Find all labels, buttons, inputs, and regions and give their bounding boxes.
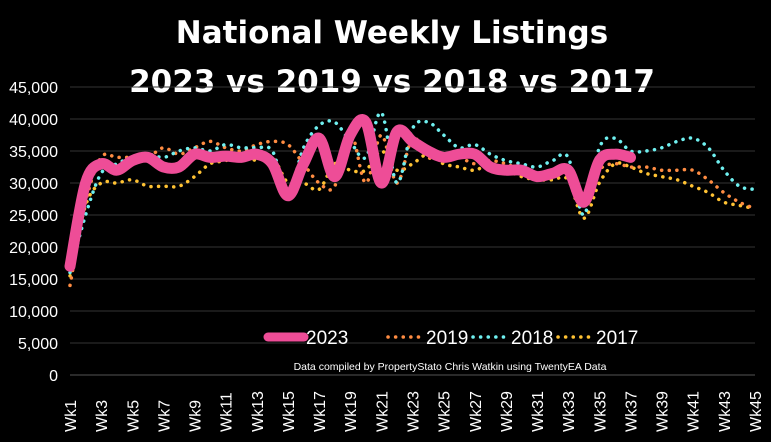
- series-line-2023: [64, 114, 636, 272]
- series-lines: [64, 110, 757, 288]
- y-tick-label: 40,000: [9, 112, 58, 129]
- x-tick-label: Wk35: [592, 391, 609, 432]
- source-note: Data compiled by PropertyStato Chris Wat…: [294, 361, 607, 373]
- x-axis-ticks: Wk1 Wk3 Wk5 Wk7 Wk9 Wk11 Wk13 Wk15 Wk17 Wk19 Wk21 W…: [63, 391, 765, 432]
- x-tick-label: Wk33: [561, 391, 578, 432]
- series-line-2019: [68, 130, 757, 288]
- y-tick-label: 5,000: [18, 336, 58, 353]
- y-tick-label: 15,000: [9, 272, 58, 289]
- legend-label-2019: 2019: [426, 328, 468, 349]
- x-tick-label: Wk29: [499, 391, 516, 432]
- x-tick-label: Wk3: [94, 400, 111, 432]
- x-tick-label: Wk39: [655, 391, 672, 432]
- x-tick-label: Wk5: [125, 400, 142, 432]
- series-line-2017: [68, 149, 757, 278]
- x-tick-label: Wk7: [156, 400, 173, 432]
- legend: 2023 2019 2018 2017: [263, 328, 638, 349]
- y-tick-label: 45,000: [9, 80, 58, 97]
- x-tick-label: Wk27: [468, 391, 485, 432]
- legend-label-2017: 2017: [596, 328, 638, 349]
- y-tick-label: 30,000: [9, 176, 58, 193]
- x-tick-label: Wk11: [219, 392, 236, 432]
- x-tick-label: Wk9: [188, 400, 205, 432]
- chart-title-line-1: National Weekly Listings: [176, 15, 608, 51]
- gridlines: [70, 86, 755, 376]
- legend-label-2023: 2023: [306, 328, 348, 349]
- x-tick-label: Wk31: [530, 391, 547, 432]
- y-tick-label: 35,000: [9, 144, 58, 161]
- y-tick-label: 0: [49, 368, 58, 385]
- x-tick-label: Wk25: [437, 391, 454, 432]
- x-tick-label: Wk1: [63, 400, 80, 432]
- x-tick-label: Wk43: [717, 391, 734, 432]
- y-axis-ticks: 0 5,000 10,000 15,000 20,000 25,000 30,000 35,0…: [9, 80, 58, 385]
- legend-label-2018: 2018: [511, 328, 553, 349]
- y-tick-label: 20,000: [9, 240, 58, 257]
- x-tick-label: Wk21: [374, 391, 391, 432]
- x-tick-label: Wk19: [343, 391, 360, 432]
- x-tick-label: Wk13: [250, 391, 267, 432]
- x-tick-label: Wk37: [623, 391, 640, 432]
- y-tick-label: 25,000: [9, 208, 58, 225]
- x-tick-label: Wk23: [406, 391, 423, 432]
- x-tick-label: Wk41: [686, 391, 703, 432]
- x-tick-label: Wk45: [748, 391, 765, 432]
- series-line-2018: [68, 110, 757, 275]
- chart-title-line-2: 2023 vs 2019 vs 2018 vs 2017: [129, 64, 655, 100]
- y-tick-label: 10,000: [9, 304, 58, 321]
- x-tick-label: Wk15: [281, 391, 298, 432]
- x-tick-label: Wk17: [312, 391, 329, 432]
